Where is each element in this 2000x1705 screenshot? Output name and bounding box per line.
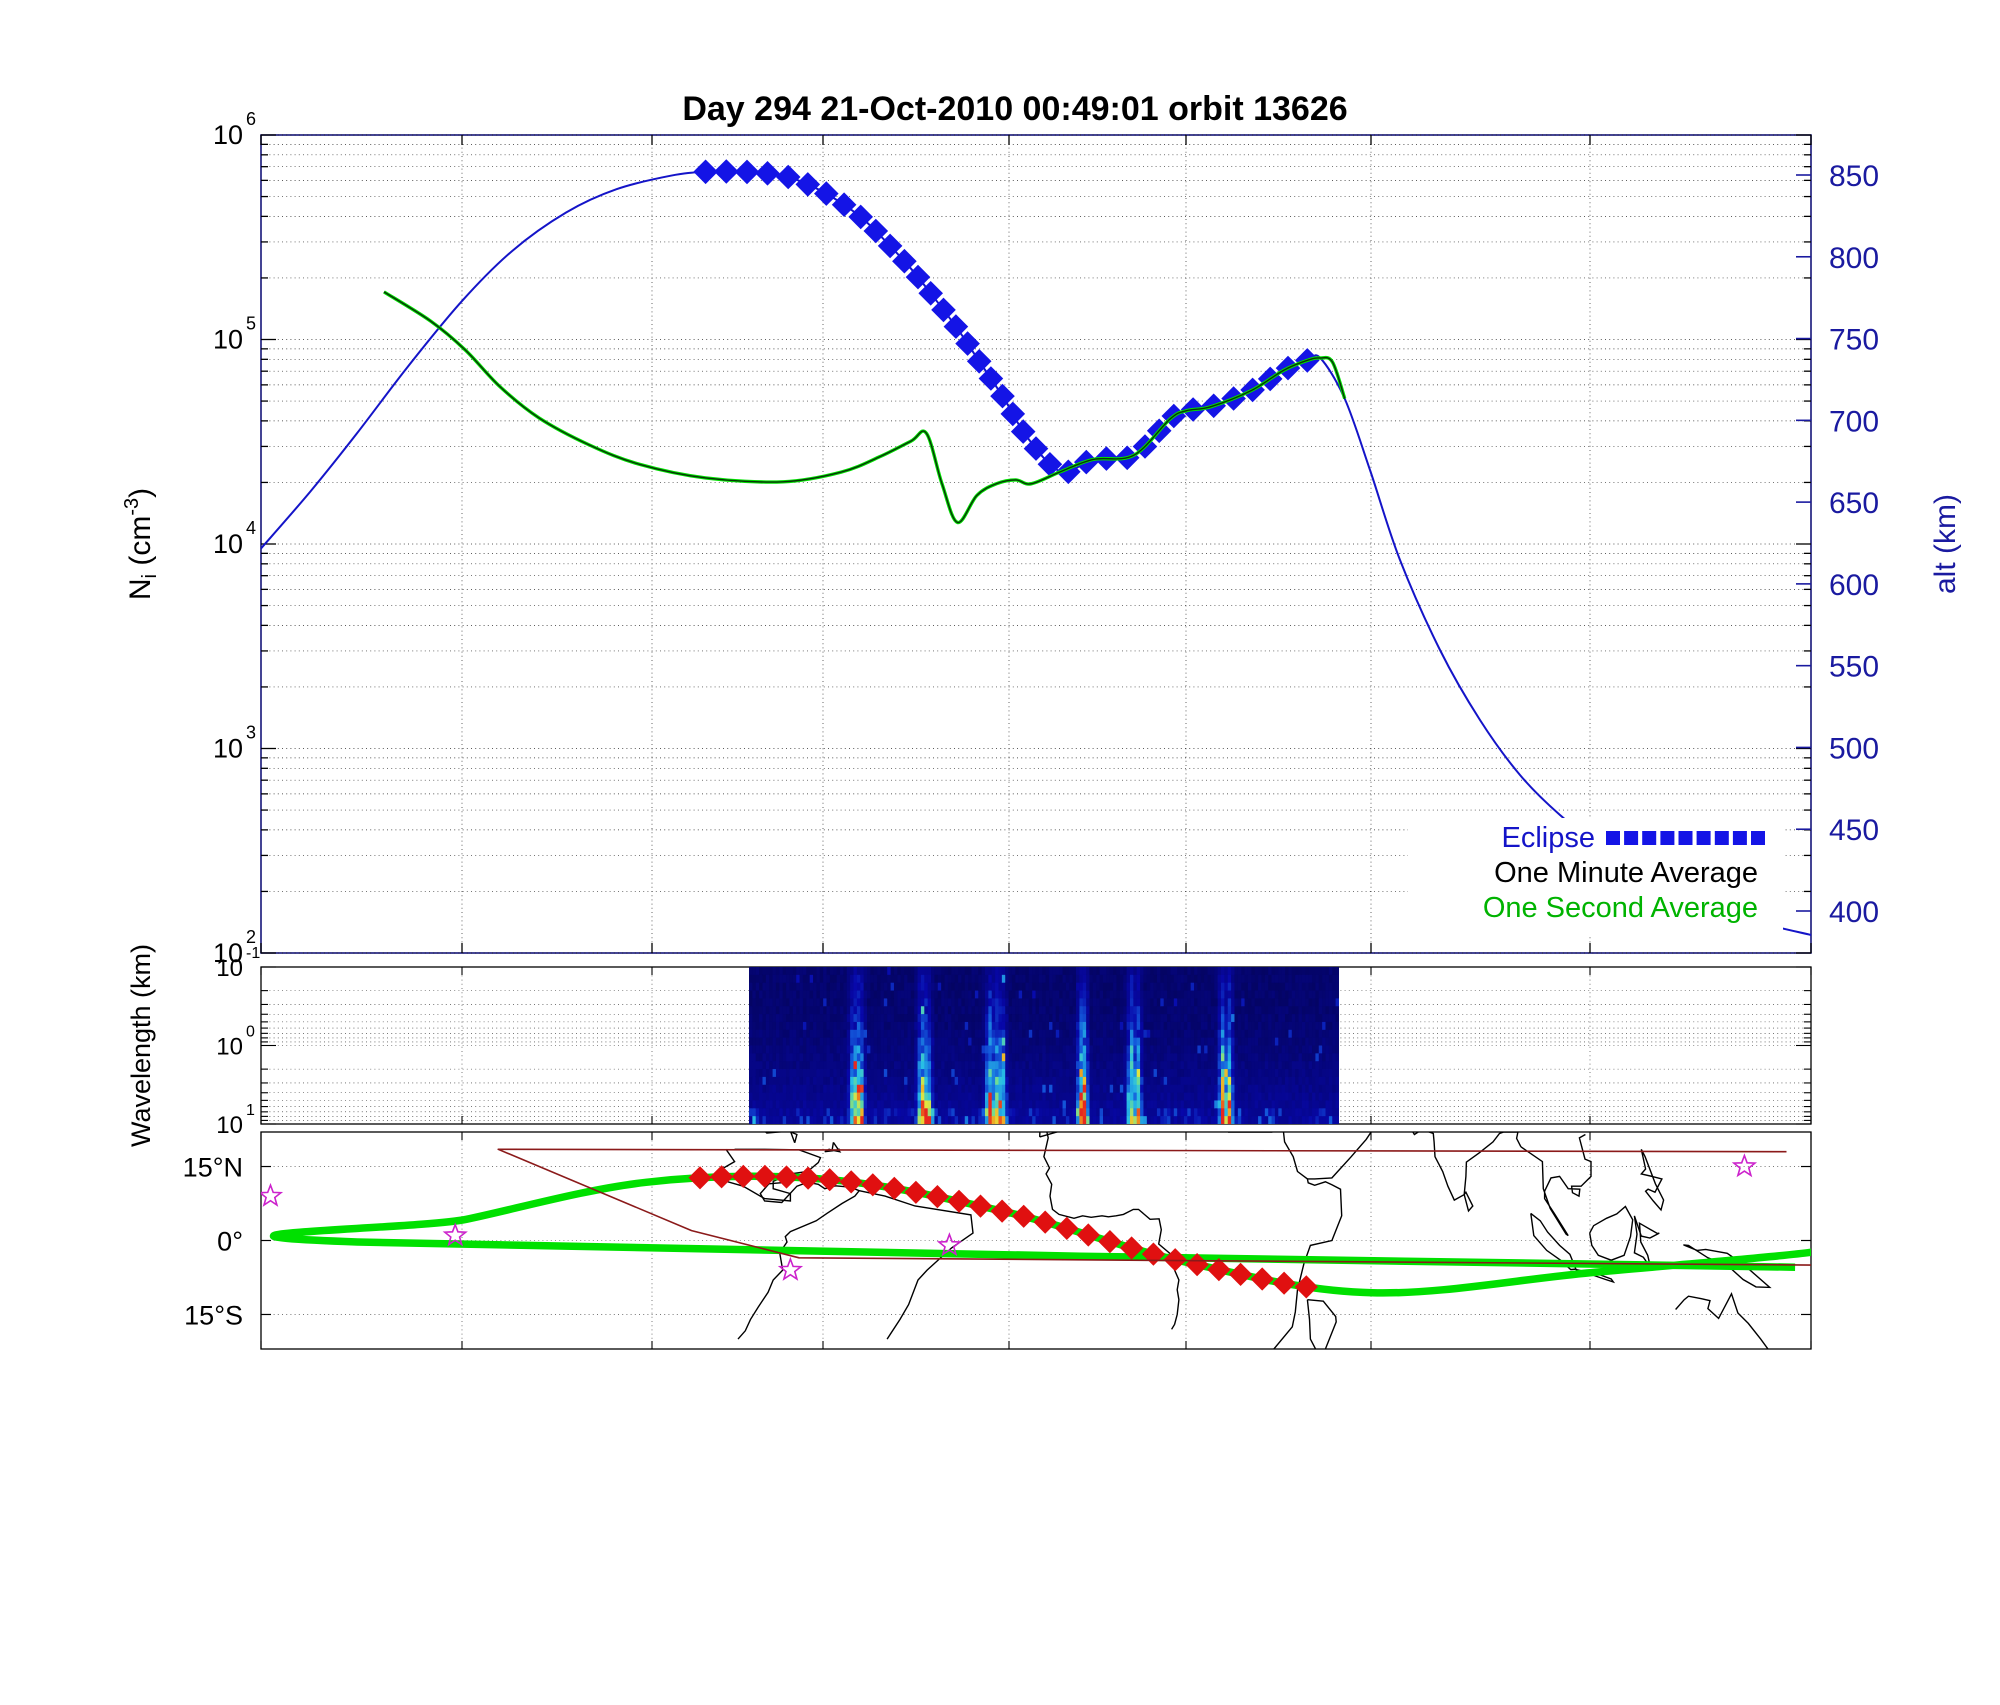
svg-text:15°S: 15°S xyxy=(184,1300,243,1330)
svg-text:6: 6 xyxy=(246,109,256,129)
svg-text:800: 800 xyxy=(1829,242,1879,275)
svg-text:400: 400 xyxy=(1829,896,1879,929)
svg-text:650: 650 xyxy=(1829,487,1879,520)
svg-text:10: 10 xyxy=(213,529,243,559)
svg-text:550: 550 xyxy=(1829,651,1879,684)
svg-text:2: 2 xyxy=(246,927,256,947)
svg-text:-1: -1 xyxy=(246,945,260,962)
svg-text:3: 3 xyxy=(246,723,256,743)
svg-text:alt (km): alt (km) xyxy=(1929,494,1962,594)
svg-text:One Minute Average: One Minute Average xyxy=(1494,857,1758,889)
svg-text:850: 850 xyxy=(1829,160,1879,193)
svg-text:10: 10 xyxy=(216,1034,243,1061)
svg-text:0: 0 xyxy=(246,1024,255,1041)
svg-text:10: 10 xyxy=(213,120,243,150)
svg-text:450: 450 xyxy=(1829,814,1879,847)
svg-text:Day 294 21-Oct-2010 00:49:01: Day 294 21-Oct-2010 00:49:01 orbit 13626 xyxy=(682,90,1347,128)
svg-text:750: 750 xyxy=(1829,324,1879,357)
svg-text:700: 700 xyxy=(1829,405,1879,438)
svg-text:4: 4 xyxy=(246,518,256,538)
svg-text:One Second Average: One Second Average xyxy=(1483,892,1758,924)
svg-text:600: 600 xyxy=(1829,569,1879,602)
svg-text:5: 5 xyxy=(246,314,256,334)
svg-text:500: 500 xyxy=(1829,732,1879,765)
svg-text:10: 10 xyxy=(213,325,243,355)
svg-text:0°: 0° xyxy=(217,1227,243,1257)
svg-text:10: 10 xyxy=(213,734,243,764)
svg-text:Eclipse: Eclipse xyxy=(1502,822,1596,854)
svg-text:15°N: 15°N xyxy=(183,1153,243,1183)
svg-text:10: 10 xyxy=(216,1112,243,1139)
svg-text:1: 1 xyxy=(246,1102,255,1119)
svg-text:10: 10 xyxy=(216,955,243,982)
svg-text:Wavelength (km): Wavelength (km) xyxy=(126,944,156,1147)
